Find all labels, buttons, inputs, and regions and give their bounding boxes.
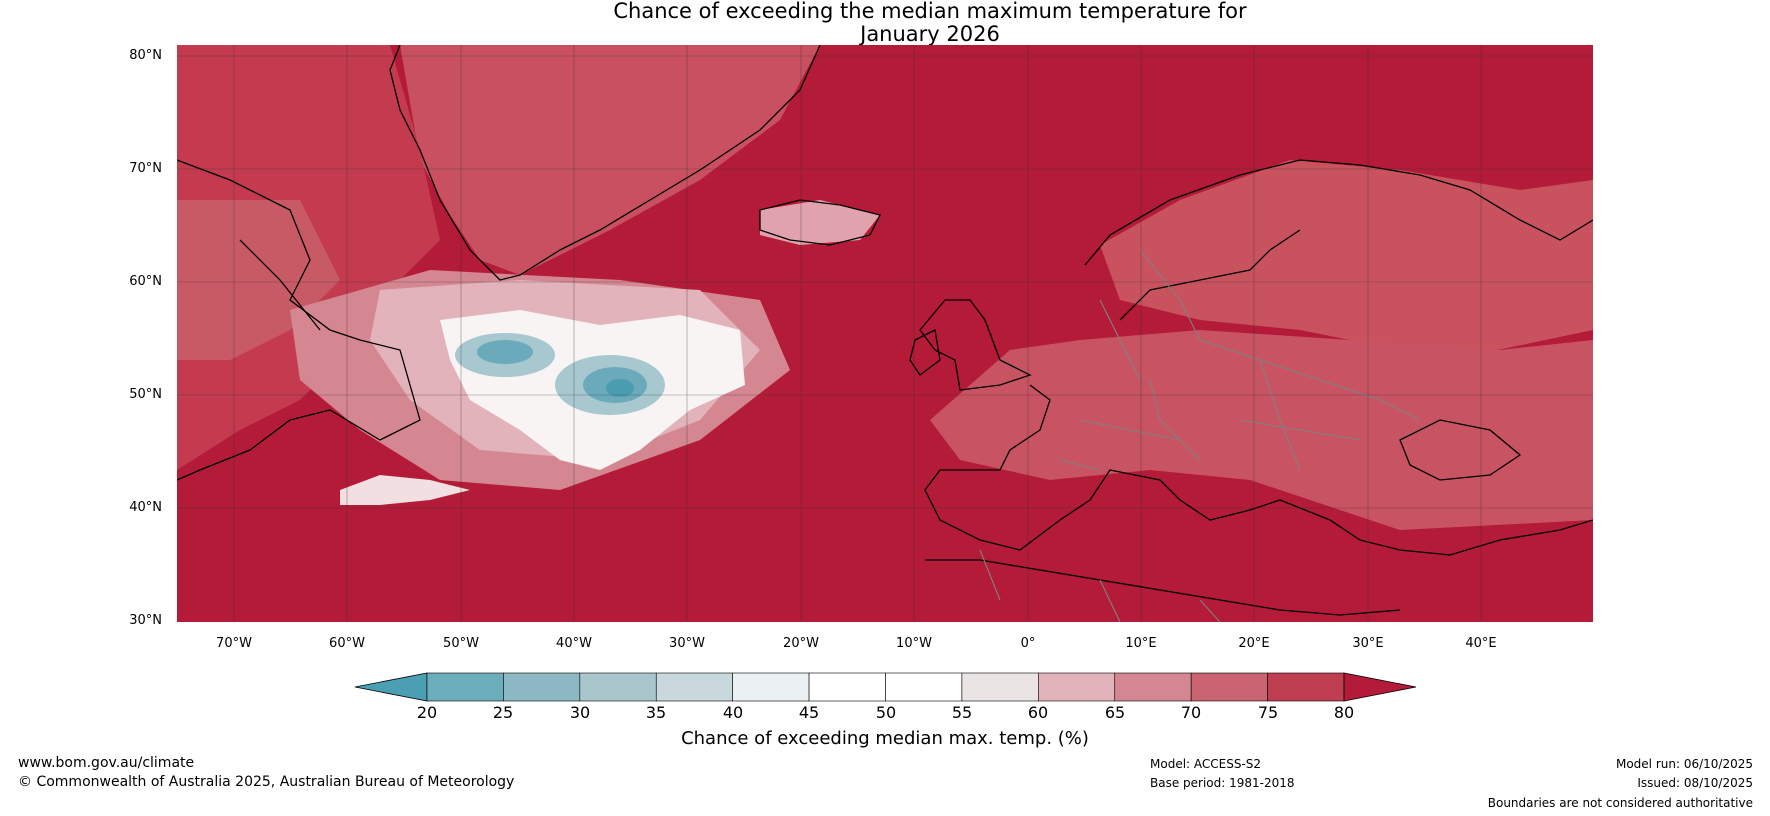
lon-label-40e: 40°E — [1465, 636, 1497, 651]
model-run-text: Model run: 06/10/2025 — [1615, 757, 1753, 771]
lon-label-10w: 10°W — [896, 636, 932, 651]
model-text: Model: ACCESS-S2 — [1150, 757, 1262, 771]
colorbar — [354, 672, 1417, 702]
lon-label-50w: 50°W — [443, 636, 479, 651]
lon-label-0: 0° — [1020, 636, 1036, 651]
map-title: Chance of exceeding the median maximum t… — [0, 0, 1770, 46]
issued-text: Issued: 08/10/2025 — [1637, 776, 1753, 790]
lon-label-40w: 40°W — [556, 636, 592, 651]
base-period-text: Base period: 1981-2018 — [1150, 776, 1295, 790]
title-line-2: January 2026 — [860, 22, 1000, 46]
colorbar-tick-40: 40 — [722, 703, 744, 722]
colorbar-segment-65 — [1114, 672, 1192, 702]
lon-label-60w: 60°W — [329, 636, 365, 651]
colorbar-tick-30: 30 — [569, 703, 591, 722]
europe-west-coast — [924, 384, 1091, 551]
baltic-coast — [1119, 229, 1301, 321]
lon-label-20w: 20°W — [783, 636, 819, 651]
colorbar-segment-35 — [655, 672, 733, 702]
colorbar-segment-40 — [732, 672, 810, 702]
colorbar-tick-55: 55 — [951, 703, 973, 722]
north-america-coast — [177, 159, 421, 481]
colorbar-segment-50 — [885, 672, 963, 702]
website-text: www.bom.gov.au/climate — [18, 755, 195, 771]
greenland-west-coast — [389, 45, 421, 151]
europe-land — [930, 330, 1593, 530]
iceland-coast — [759, 199, 881, 246]
lat-label-70n: 70°N — [129, 161, 162, 176]
colorbar-segment-70 — [1190, 672, 1268, 702]
lat-label-30n: 30°N — [129, 613, 162, 628]
colorbar-tick-45: 45 — [798, 703, 820, 722]
colorbar-tick-65: 65 — [1104, 703, 1126, 722]
copyright-text: © Commonwealth of Australia 2025, Austra… — [18, 774, 515, 790]
lon-label-30e: 30°E — [1352, 636, 1384, 651]
country-borders — [979, 249, 1421, 622]
scandinavia-land — [1100, 160, 1593, 360]
lat-label-80n: 80°N — [129, 48, 162, 63]
colorbar-tick-50: 50 — [875, 703, 897, 722]
colorbar-segment-55 — [961, 672, 1039, 702]
lon-label-70w: 70°W — [216, 636, 252, 651]
greenland-land — [400, 45, 820, 275]
anomaly-blue-mid-west — [477, 340, 533, 364]
graticule — [177, 45, 1593, 622]
lon-label-10e: 10°E — [1125, 636, 1157, 651]
colorbar-tick-20: 20 — [416, 703, 438, 722]
colorbar-tick-25: 25 — [492, 703, 514, 722]
british-isles-coast — [919, 299, 1032, 391]
scandinavia-coast — [1084, 159, 1593, 266]
colorbar-tick-80: 80 — [1333, 703, 1355, 722]
colorbar-tick-75: 75 — [1257, 703, 1279, 722]
colorbar-segment-25 — [503, 672, 581, 702]
iceland-land — [760, 200, 880, 245]
black-sea-coast — [1399, 419, 1522, 481]
colorbar-segment-75 — [1267, 672, 1345, 702]
labrador-coast — [239, 239, 321, 331]
colorbar-tick-60: 60 — [1027, 703, 1049, 722]
lat-label-50n: 50°N — [129, 387, 162, 402]
colorbar-over-arrow — [1343, 672, 1417, 702]
colorbar-segment-20 — [426, 672, 504, 702]
colorbar-under-arrow — [354, 672, 428, 702]
mediterranean-coast — [1089, 469, 1593, 556]
anomaly-blue-core — [606, 379, 634, 397]
north-africa-coast — [925, 559, 1401, 616]
lon-label-20e: 20°E — [1238, 636, 1270, 651]
lat-label-40n: 40°N — [129, 500, 162, 515]
lat-label-60n: 60°N — [129, 274, 162, 289]
boundaries-text: Boundaries are not considered authoritat… — [1487, 796, 1753, 810]
colorbar-segment-45 — [808, 672, 886, 702]
anomaly-southern-streak — [340, 475, 470, 505]
colorbar-label: Chance of exceeding median max. temp. (%… — [681, 728, 1089, 749]
colorbar-tick-35: 35 — [645, 703, 667, 722]
greenland-coast — [419, 45, 821, 281]
ireland-coast — [909, 329, 941, 376]
colorbar-segment-60 — [1038, 672, 1116, 702]
colorbar-segment-30 — [579, 672, 657, 702]
colorbar-tick-70: 70 — [1180, 703, 1202, 722]
lon-label-30w: 30°W — [669, 636, 705, 651]
title-line-1: Chance of exceeding the median maximum t… — [613, 0, 1247, 23]
